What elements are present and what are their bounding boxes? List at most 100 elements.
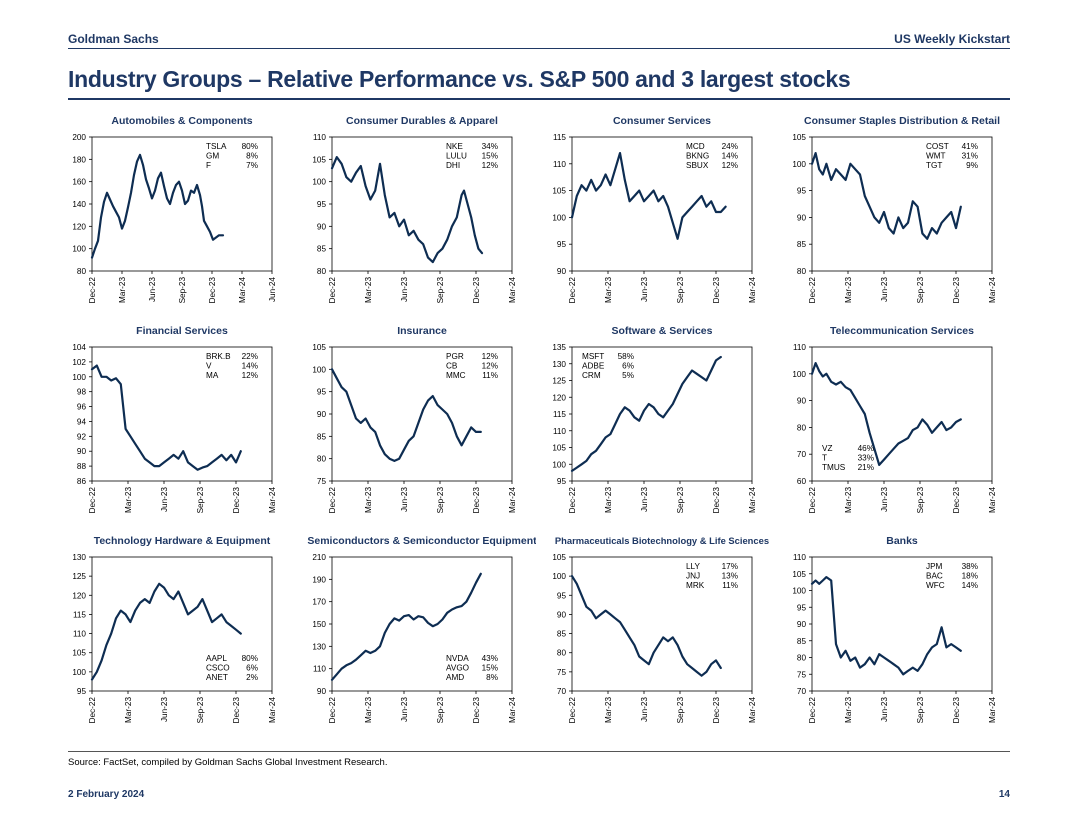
- x-tick-label: Jun-23: [880, 277, 889, 302]
- legend-weight: 33%: [858, 454, 874, 463]
- y-tick-label: 95: [317, 200, 327, 209]
- y-tick-label: 110: [313, 665, 326, 674]
- legend-weight: 12%: [722, 161, 738, 170]
- legend-ticker: WFC: [926, 581, 945, 590]
- y-tick-label: 100: [552, 460, 566, 469]
- x-tick-label: Mar-24: [748, 487, 757, 513]
- legend-ticker: AAPL: [206, 654, 227, 663]
- chart-11: Pharmaceuticals Biotechnology & Life Sci…: [552, 535, 769, 724]
- x-tick-label: Mar-24: [988, 277, 997, 303]
- series-line: [810, 361, 962, 466]
- x-tick-label: Mar-24: [508, 487, 517, 513]
- y-tick-label: 130: [552, 360, 566, 369]
- y-tick-label: 104: [72, 343, 86, 352]
- x-tick-label: Dec-22: [568, 697, 577, 724]
- y-tick-label: 95: [317, 388, 327, 397]
- x-tick-label: Dec-22: [808, 277, 817, 304]
- y-tick-label: 95: [797, 187, 807, 196]
- legend-ticker: BKNG: [686, 152, 709, 161]
- y-tick-label: 85: [317, 245, 327, 254]
- y-tick-label: 85: [557, 630, 567, 639]
- legend-ticker: AMD: [446, 673, 464, 682]
- plot-frame: [811, 346, 993, 482]
- legend-weight: 17%: [722, 562, 738, 571]
- legend-weight: 12%: [242, 371, 258, 380]
- series-line: [810, 575, 962, 676]
- chart-title: Telecommunication Services: [830, 325, 974, 337]
- series-line: [570, 355, 722, 472]
- series-line: [330, 572, 482, 681]
- y-tick-label: 98: [77, 388, 87, 397]
- legend-weight: 43%: [482, 654, 498, 663]
- legend-ticker: PGR: [446, 352, 464, 361]
- legend-ticker: MRK: [686, 581, 705, 590]
- legend-ticker: TGT: [926, 161, 942, 170]
- y-tick-label: 200: [72, 133, 86, 142]
- legend-weight: 31%: [962, 152, 978, 161]
- y-tick-label: 130: [312, 642, 326, 651]
- y-tick-label: 180: [72, 155, 86, 164]
- y-tick-label: 110: [73, 630, 86, 639]
- y-tick-label: 115: [553, 133, 566, 142]
- page-number: 14: [998, 789, 1010, 800]
- header-rule: [68, 48, 1010, 49]
- x-tick-label: Jun-23: [148, 277, 157, 302]
- y-tick-label: 100: [312, 365, 326, 374]
- x-tick-label: Sep-23: [178, 277, 187, 304]
- legend-ticker: BRK.B: [206, 352, 231, 361]
- y-tick-label: 90: [317, 410, 327, 419]
- y-tick-label: 105: [792, 570, 806, 579]
- page-title: Industry Groups – Relative Performance v…: [68, 66, 851, 92]
- legend-weight: 58%: [618, 352, 634, 361]
- y-tick-label: 105: [552, 187, 566, 196]
- y-tick-label: 105: [552, 553, 566, 562]
- x-tick-label: Mar-24: [748, 697, 757, 723]
- legend-ticker: WMT: [926, 152, 946, 161]
- x-tick-label: Dec-22: [568, 277, 577, 304]
- y-tick-label: 100: [312, 178, 326, 187]
- y-tick-label: 160: [72, 178, 86, 187]
- legend-weight: 6%: [246, 664, 258, 673]
- legend-weight: 80%: [242, 654, 258, 663]
- brand-name: Goldman Sachs: [68, 32, 159, 46]
- y-tick-label: 100: [792, 160, 806, 169]
- y-tick-label: 85: [317, 432, 327, 441]
- chart-1: Automobiles & Components 80 100 120 140 160 18…: [72, 115, 277, 304]
- x-tick-label: Sep-23: [916, 277, 925, 304]
- y-tick-label: 60: [797, 477, 807, 486]
- y-tick-label: 100: [72, 373, 86, 382]
- x-tick-label: Mar-24: [268, 487, 277, 513]
- legend-weight: 21%: [858, 463, 874, 472]
- y-tick-label: 90: [77, 447, 87, 456]
- chart-title: Banks: [886, 535, 918, 547]
- legend-ticker: JPM: [926, 562, 943, 571]
- y-tick-label: 80: [557, 649, 567, 658]
- chart-10: Semiconductors & Semiconductor Equipment…: [307, 535, 536, 724]
- x-tick-label: Mar-23: [604, 277, 613, 303]
- y-tick-label: 190: [312, 575, 326, 584]
- chart-title: Automobiles & Components: [111, 115, 252, 127]
- x-tick-label: Dec-23: [472, 697, 481, 724]
- plot-frame: [571, 556, 753, 692]
- y-tick-label: 92: [77, 432, 87, 441]
- legend-ticker: GM: [206, 152, 219, 161]
- x-tick-label: Mar-23: [364, 697, 373, 723]
- x-tick-label: Dec-23: [232, 697, 241, 724]
- legend-ticker: VZ: [822, 444, 832, 453]
- x-tick-label: Mar-23: [118, 277, 127, 303]
- x-tick-label: Jun-23: [400, 697, 409, 722]
- legend-ticker: NVDA: [446, 654, 469, 663]
- legend-weight: 12%: [482, 352, 498, 361]
- y-tick-label: 90: [317, 687, 327, 696]
- y-tick-label: 90: [317, 222, 327, 231]
- x-tick-label: Mar-24: [988, 487, 997, 513]
- y-tick-label: 210: [312, 553, 326, 562]
- plot-frame: [91, 556, 273, 692]
- series-line: [90, 582, 242, 681]
- legend-ticker: MCD: [686, 142, 705, 151]
- chart-9: Technology Hardware & Equipment 95 100 105 1…: [72, 535, 277, 724]
- x-tick-label: Jun-23: [640, 487, 649, 512]
- series-line: [330, 368, 482, 462]
- x-tick-label: Mar-23: [124, 487, 133, 513]
- x-tick-label: Dec-22: [328, 277, 337, 304]
